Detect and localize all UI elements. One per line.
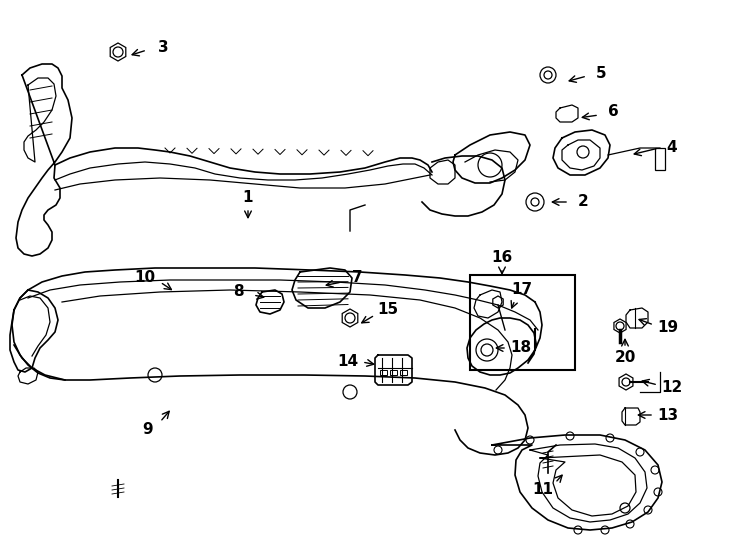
Text: 3: 3 [158,40,168,56]
Bar [470,275,575,370]
Text: 6: 6 [608,105,618,119]
Text: 17: 17 [512,282,533,298]
Text: 9: 9 [142,422,153,437]
Text: 19: 19 [658,321,678,335]
Text: 13: 13 [658,408,678,422]
Text: 2: 2 [578,194,589,210]
Text: 12: 12 [661,381,683,395]
Text: 20: 20 [614,350,636,366]
Text: 8: 8 [233,285,243,300]
Text: 16: 16 [491,251,512,266]
Text: 1: 1 [243,191,253,206]
Text: 10: 10 [134,271,156,286]
Text: 4: 4 [666,140,677,156]
Text: 5: 5 [596,65,606,80]
Bar [655,148,665,170]
Text: 14: 14 [338,354,359,369]
Text: 18: 18 [510,341,531,355]
Text: 7: 7 [352,271,363,286]
Text: 15: 15 [377,302,399,318]
Bar [400,370,407,375]
Text: 11: 11 [532,483,553,497]
Bar [380,370,387,375]
Bar [390,370,397,375]
